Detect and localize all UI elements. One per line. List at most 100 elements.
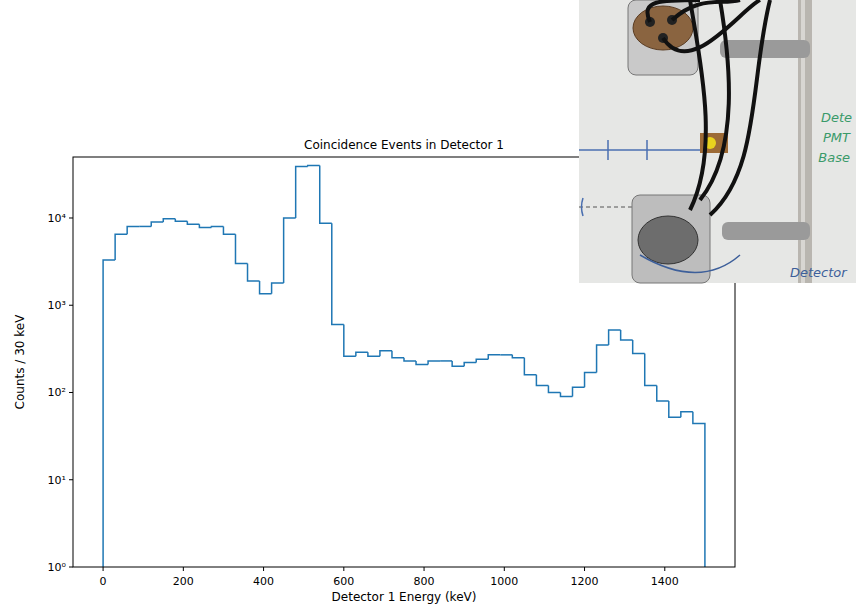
hist-step (163, 219, 175, 222)
photo-line (646, 140, 648, 160)
hist-step (175, 219, 187, 221)
photo-label: Base (818, 150, 850, 165)
hist-step (235, 234, 247, 263)
photo-line (582, 198, 584, 216)
hist-step (248, 264, 260, 281)
x-tick (263, 567, 264, 571)
background (0, 0, 856, 605)
y-tick (69, 305, 73, 306)
hist-step (284, 218, 296, 283)
y-tick (69, 479, 73, 480)
hist-step (512, 355, 524, 358)
x-tick-label: 200 (173, 575, 194, 588)
x-tick-label: 400 (253, 575, 274, 588)
photo-cable (663, 0, 760, 51)
hist-step (693, 412, 705, 567)
photo-pmt-base (638, 216, 698, 264)
hist-step (536, 375, 548, 386)
hist-step (452, 361, 464, 366)
hist-step (657, 386, 669, 401)
hist-step (621, 330, 633, 340)
hist-step (681, 412, 693, 417)
hist-step (127, 226, 139, 234)
hist-step (560, 392, 572, 396)
photo-detector (632, 195, 710, 283)
y-tick (69, 567, 73, 568)
x-tick-label: 1400 (651, 575, 679, 588)
hist-step (223, 226, 235, 234)
hist-step (199, 224, 211, 227)
hist-step (440, 360, 452, 362)
x-tick (103, 567, 104, 571)
y-axis-title: Counts / 30 keV (13, 314, 27, 410)
hist-step (308, 165, 320, 167)
x-tick-label: 1200 (571, 575, 599, 588)
hist-step (260, 281, 272, 294)
photo-line (579, 149, 705, 151)
x-tick-label: 600 (333, 575, 354, 588)
photo-clamp (720, 40, 810, 58)
title: Coincidence Events in Detector 1 (304, 138, 504, 152)
hist-step (645, 353, 657, 385)
hist-step (272, 283, 284, 294)
axes-frame (73, 157, 735, 567)
y-tick (69, 217, 73, 218)
photo-cable (690, 0, 706, 210)
hist-step (573, 387, 585, 396)
x-tick (343, 567, 344, 571)
x-tick (424, 567, 425, 571)
hist-step (524, 358, 536, 375)
hist-step (500, 354, 512, 356)
x-tick (584, 567, 585, 571)
photo-inset: Dete PMT Base Detector (579, 0, 856, 283)
x-tick-label: 800 (414, 575, 435, 588)
hist-step (368, 352, 380, 356)
hist-step (597, 345, 609, 372)
hist-step (380, 351, 392, 356)
x-tick (183, 567, 184, 571)
photo-cable (672, 0, 740, 20)
photo-label: PMT (823, 130, 851, 145)
y-tick-label: 10² (48, 386, 66, 399)
photo-line (607, 140, 609, 160)
photo-label: Dete (821, 110, 852, 125)
photo-clamp (722, 222, 810, 240)
x-tick-label: 0 (100, 575, 107, 588)
x-tick (664, 567, 665, 571)
hist-step (633, 340, 645, 354)
x-tick (504, 567, 505, 571)
figure: 0 200 400 600 800 1000 1200 1400 10⁰ 10¹ 10² 10³ 10⁴… (0, 0, 856, 605)
x-axis-title: Detector 1 Energy (keV) (332, 590, 477, 604)
y-tick-label: 10⁴ (48, 212, 67, 225)
hist-step (344, 325, 356, 357)
hist-step (609, 330, 621, 345)
hist-step (139, 226, 151, 228)
y-tick-label: 10⁰ (48, 561, 67, 574)
hist-step (103, 260, 115, 567)
hist-step (585, 372, 597, 387)
hist-step (332, 223, 344, 324)
hist-step (488, 355, 500, 359)
hist-step (404, 358, 416, 361)
hist-step (115, 234, 127, 260)
photo-cable (710, 0, 770, 215)
photo-line (640, 255, 740, 273)
photo-board (579, 0, 856, 283)
hist-step (392, 351, 404, 358)
hist-step (416, 361, 428, 364)
hist-step (320, 165, 332, 223)
hist-step (211, 226, 223, 228)
y-tick-label: 10¹ (48, 474, 66, 487)
hist-step (356, 352, 368, 356)
y-tick-label: 10³ (48, 299, 66, 312)
hist-step (187, 221, 199, 224)
hist-step (548, 386, 560, 393)
hist-step (296, 166, 308, 218)
hist-step (476, 359, 488, 362)
y-tick (69, 392, 73, 393)
hist-step (464, 363, 476, 367)
x-tick-label: 1000 (490, 575, 518, 588)
hist-step (669, 401, 681, 417)
photo-label: Detector (790, 265, 848, 280)
hist-step (151, 222, 163, 226)
